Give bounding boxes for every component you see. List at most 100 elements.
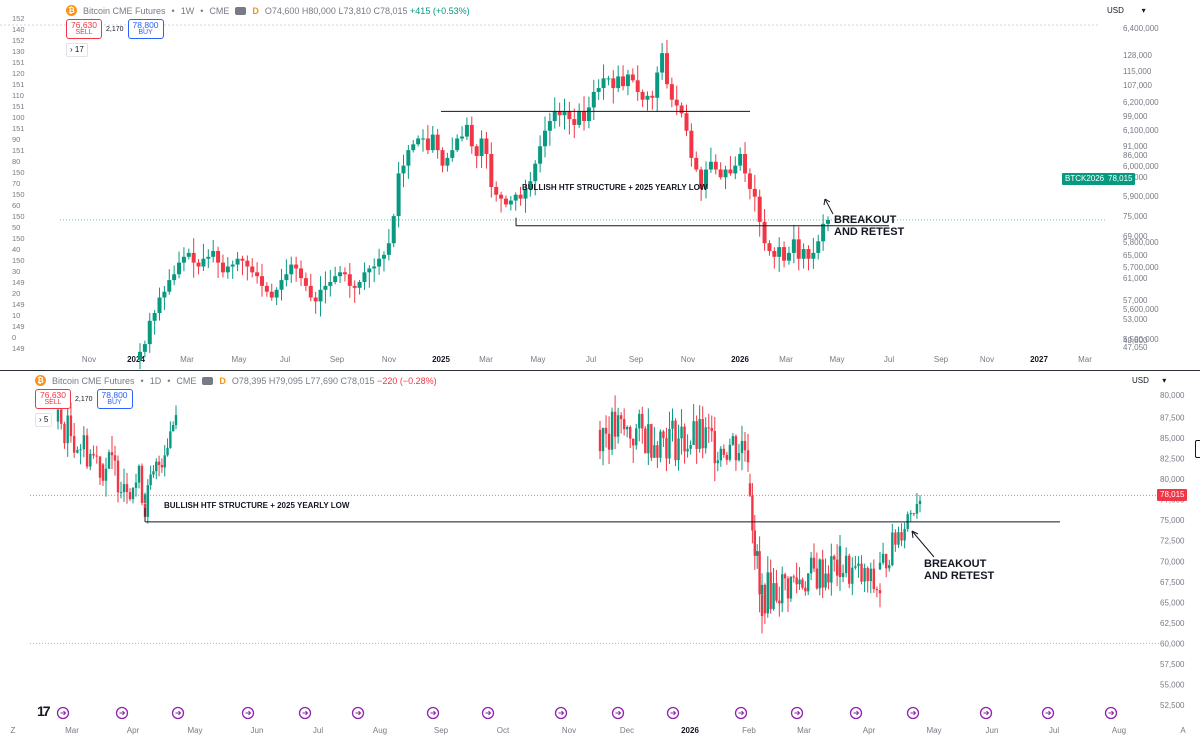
currency-select[interactable]: USD ▾ [1107, 6, 1146, 15]
event-arrow-icon [670, 710, 677, 716]
weekly-candle [533, 163, 538, 182]
breakout-arrow [823, 198, 834, 215]
currency-select[interactable]: USD ▾ [1132, 376, 1167, 385]
symbol-name[interactable]: Bitcoin CME Futures [83, 5, 166, 16]
ohlc-values: O78,395 H79,095 L77,690 C78,015 −220 (−0… [231, 375, 437, 386]
daily-candle [601, 427, 605, 452]
left-axis-label: 110 [12, 91, 24, 100]
weekly-candle [264, 285, 269, 292]
event-arrow-icon [119, 710, 126, 716]
weekly-chart-canvas[interactable]: 6,400,000 128,000 115,000 107,000 6,200,000 9… [0, 0, 1200, 370]
weekly-candle [591, 91, 596, 108]
daily-candle [149, 474, 152, 486]
spread-value: 2,170 [75, 395, 93, 403]
weekly-candle [762, 221, 767, 244]
weekly-candle [406, 150, 411, 166]
visibility-eye-icon[interactable] [235, 6, 247, 15]
daily-candle [686, 448, 689, 452]
daily-candle [838, 565, 842, 578]
daily-candle [56, 409, 60, 422]
event-arrow-icon [1045, 710, 1052, 716]
daily-candle [76, 449, 79, 453]
weekly-candle [381, 254, 386, 259]
daily-chart-pane[interactable]: 80,00087,50085,00082,50080,00077,50075,0… [0, 370, 1200, 737]
daily-candle [841, 573, 845, 578]
daily-candle [622, 419, 626, 430]
weekly-candle [391, 216, 396, 244]
daily-candle [122, 484, 126, 493]
left-axis-label: 70 [12, 179, 20, 188]
right-axis-label: 80,000 [1160, 475, 1185, 484]
left-axis-label: 150 [12, 212, 25, 221]
daily-candle [872, 568, 876, 590]
weekly-trade-buttons: 76,630 SELL 2,170 78,800 BUY [66, 19, 164, 39]
daily-chart-canvas[interactable]: 80,00087,50085,00082,50080,00077,50075,0… [0, 371, 1200, 737]
weekly-chart-pane[interactable]: 6,400,000 128,000 115,000 107,000 6,200,000 9… [0, 0, 1200, 370]
daily-candle [734, 436, 738, 461]
weekly-candle [230, 264, 235, 267]
visibility-eye-icon[interactable] [202, 376, 214, 385]
left-axis-label: 151 [12, 58, 25, 67]
left-axis-label: 150 [12, 256, 25, 265]
weekly-candle [333, 276, 338, 283]
weekly-candle [435, 134, 440, 151]
weekly-candle [596, 88, 601, 92]
daily-candle [63, 423, 66, 444]
weekly-candle [484, 138, 489, 155]
weekly-candle [425, 138, 430, 151]
daily-candle [731, 436, 735, 445]
breakout-annotation: BREAKOUT AND RETEST [834, 214, 905, 238]
weekly-candle [396, 173, 401, 217]
sell-button[interactable]: 76,630 SELL [66, 19, 102, 39]
indicators-toggle[interactable]: › 17 [66, 43, 88, 57]
left-axis-label: 20 [12, 289, 20, 298]
weekly-candle [523, 188, 528, 199]
weekly-candle [235, 258, 240, 265]
left-axis-label: 151 [12, 124, 25, 133]
sell-button[interactable]: 76,630 SELL [35, 389, 71, 409]
right-axis-label: 85,000 [1160, 434, 1185, 443]
structure-annotation: BULLISH HTF STRUCTURE + 2025 YEARLY LOW [522, 183, 708, 192]
daily-candle [748, 483, 752, 496]
event-arrow-icon [794, 710, 801, 716]
panel-collapse-button[interactable] [1195, 440, 1200, 458]
time-axis-label: May [231, 355, 246, 364]
daily-candle [869, 568, 872, 582]
interval-label[interactable]: 1W [180, 5, 195, 16]
bitcoin-icon: ₿ [35, 375, 46, 386]
event-arrow-icon [1108, 710, 1115, 716]
time-axis-label: May [187, 726, 202, 735]
right-axis-label: 6,000,000 [1123, 162, 1159, 171]
daily-candle [69, 415, 73, 437]
symbol-name[interactable]: Bitcoin CME Futures [52, 375, 135, 386]
weekly-candle [177, 262, 182, 275]
weekly-candle [440, 150, 445, 166]
interval-label[interactable]: 1D [149, 375, 162, 386]
weekly-candle [738, 154, 743, 166]
weekly-candle [289, 264, 294, 275]
event-arrow-icon [738, 710, 745, 716]
daily-candle [848, 555, 851, 584]
buy-button[interactable]: 78,800 BUY [127, 19, 164, 39]
event-arrow-icon [485, 710, 492, 716]
weekly-candle [416, 138, 421, 145]
time-axis-label: Jul [586, 355, 596, 364]
time-axis-label: Jul [313, 726, 323, 735]
daily-candle [918, 500, 922, 505]
weekly-candle [318, 289, 323, 302]
daily-candle [824, 573, 827, 588]
daily-candle [119, 492, 123, 494]
weekly-candle [689, 130, 694, 158]
buy-button[interactable]: 78,800 BUY [96, 389, 133, 409]
weekly-candle [586, 107, 591, 122]
left-axis-label: 152 [12, 14, 25, 23]
indicators-toggle[interactable]: › 5 [35, 413, 53, 427]
delayed-badge: D [252, 5, 259, 16]
weekly-candle [664, 53, 669, 85]
time-axis-label: Jul [1049, 726, 1059, 735]
weekly-candle [796, 239, 801, 259]
event-arrow-icon [910, 710, 917, 716]
daily-candle [722, 448, 726, 455]
daily-candle [792, 576, 795, 578]
weekly-candle [284, 274, 289, 281]
